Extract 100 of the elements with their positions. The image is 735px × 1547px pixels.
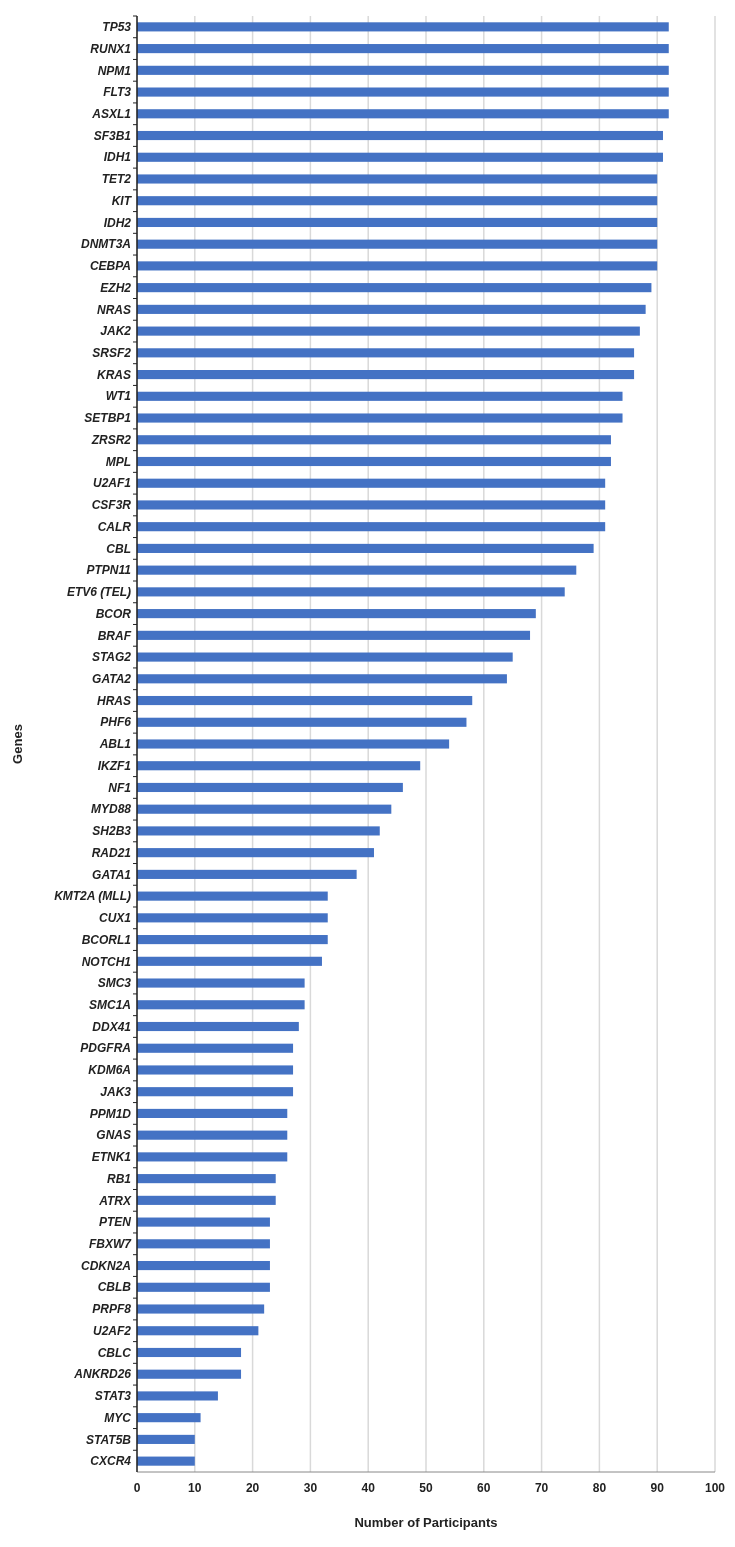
bar [137,152,663,162]
x-axis-title: Number of Participants [354,1515,498,1530]
bar [137,1369,242,1379]
bar [137,500,606,510]
y-tick-label: NRAS [96,302,131,317]
bar [137,370,635,380]
bar [137,348,635,358]
y-tick-label: STAT5B [86,1432,132,1447]
bar [137,543,594,553]
bar [137,1434,195,1444]
bar [137,522,606,532]
bar [137,587,565,597]
bar [137,87,669,97]
y-tick-label: PTPN11 [86,563,132,578]
bar [137,1087,294,1097]
bar [137,1174,276,1184]
bar [137,1282,270,1292]
bar [137,565,577,575]
bar [137,935,328,945]
y-tick-label: CSF3R [91,498,132,513]
y-tick-label: SETBP1 [84,411,132,426]
bar [137,304,646,314]
bar [137,174,658,184]
y-tick-label: BCOR [95,606,132,621]
x-tick-label: 20 [245,1481,260,1495]
bar [137,261,658,271]
y-tick-label: TET2 [101,172,132,187]
y-tick-label: BCORL1 [81,932,132,947]
y-tick-label: RUNX1 [90,41,132,56]
y-tick-label: WT1 [105,389,132,404]
y-tick-label: CDKN2A [80,1258,131,1273]
y-tick-label: PHF6 [100,715,132,730]
bar [137,1000,305,1010]
y-tick-label: ZRSR2 [90,432,132,447]
y-tick-label: GATA1 [92,867,132,882]
y-tick-label: ABL1 [98,737,132,752]
x-tick-label: 10 [188,1481,202,1495]
y-tick-label: IDH1 [103,150,132,165]
bar [137,239,658,249]
bar [137,435,611,445]
y-tick-label: SMC1A [88,997,131,1012]
y-tick-label: SMC3 [97,976,132,991]
bar [137,1326,259,1336]
bar [137,1065,294,1075]
bar [137,1217,270,1227]
bar [137,869,357,879]
y-tick-label: PPM1D [89,1106,132,1121]
bar [137,413,623,423]
y-tick-label: JAK2 [100,324,132,339]
bar [137,674,507,684]
x-tick-label: 100 [704,1481,726,1495]
y-tick-label: CBLB [97,1280,132,1295]
y-tick-label: PTEN [98,1215,132,1230]
x-tick-label: 40 [361,1481,376,1495]
bar [137,217,658,228]
bar [137,695,473,706]
y-tick-label: MYC [104,1410,132,1425]
y-tick-label: SF3B1 [93,128,132,143]
bar [137,739,450,749]
y-tick-label: FBXW7 [89,1237,133,1252]
x-tick-label: 70 [534,1481,549,1495]
y-tick-label: ATRX [98,1193,132,1208]
y-tick-label: RB1 [106,1171,132,1186]
y-tick-label: NF1 [108,780,132,795]
y-tick-label: STAG2 [91,650,132,665]
y-tick-label: CBL [106,541,131,556]
bar [137,478,606,488]
bar [137,1043,294,1053]
bar [137,782,403,793]
y-tick-label: ETV6 (TEL) [66,585,131,600]
y-tick-label: ASXL1 [91,106,132,121]
y-tick-label: KRAS [96,367,131,382]
bar [137,913,328,923]
y-tick-label: JAK3 [100,1084,132,1099]
bar [137,130,663,141]
bar [137,1304,265,1314]
y-tick-label: STAT3 [94,1389,132,1404]
y-tick-label: CALR [97,519,132,534]
y-tick-label: GNAS [96,1128,131,1143]
y-tick-label: ANKRD26 [73,1367,132,1382]
bar [137,1195,276,1205]
bar [137,1413,201,1423]
bar [137,1391,218,1401]
x-tick-label: 80 [592,1481,607,1495]
bar [137,1152,288,1162]
y-tick-label: PDGFRA [80,1041,131,1056]
bar [137,1456,195,1466]
y-axis-title: Genes [10,724,25,764]
bar [137,1108,288,1118]
y-tick-label: KMT2A (MLL) [54,889,131,904]
y-tick-label: BRAF [97,628,132,643]
bar [137,109,669,119]
y-tick-label: U2AF1 [92,476,132,491]
y-tick-label: ETNK1 [91,1150,132,1165]
bar [137,956,322,966]
bar [137,609,536,619]
bar [137,391,623,401]
bar [137,761,421,771]
y-tick-label: KIT [111,193,133,208]
bar [137,1239,270,1249]
